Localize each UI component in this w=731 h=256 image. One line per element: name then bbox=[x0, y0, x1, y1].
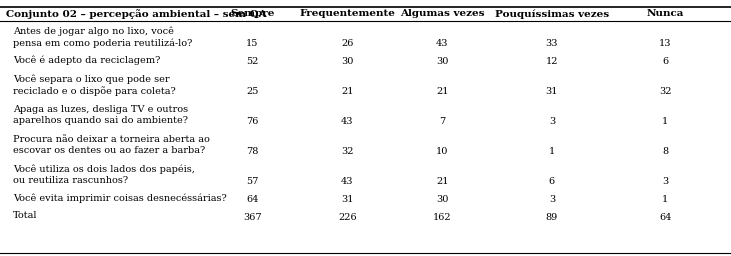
Text: 21: 21 bbox=[436, 87, 449, 96]
Text: Nunca: Nunca bbox=[646, 9, 684, 18]
Text: Pouquíssimas vezes: Pouquíssimas vezes bbox=[495, 9, 609, 19]
Text: 8: 8 bbox=[662, 147, 668, 156]
Text: 78: 78 bbox=[246, 147, 258, 156]
Text: 15: 15 bbox=[246, 39, 258, 48]
Text: reciclado e o dispõe para coleta?: reciclado e o dispõe para coleta? bbox=[13, 86, 176, 96]
Text: 43: 43 bbox=[341, 177, 354, 186]
Text: Você separa o lixo que pode ser: Você separa o lixo que pode ser bbox=[13, 75, 170, 84]
Text: Algumas vezes: Algumas vezes bbox=[400, 9, 485, 18]
Text: Você evita imprimir coisas desnecéssárias?: Você evita imprimir coisas desnecéssária… bbox=[13, 193, 227, 203]
Text: Você é adepto da reciclagem?: Você é adepto da reciclagem? bbox=[13, 55, 161, 65]
Text: 76: 76 bbox=[246, 117, 258, 126]
Text: 162: 162 bbox=[433, 212, 452, 221]
Text: 3: 3 bbox=[662, 177, 668, 186]
Text: 367: 367 bbox=[243, 212, 262, 221]
Text: 10: 10 bbox=[436, 147, 448, 156]
Text: Antes de jogar algo no lixo, você: Antes de jogar algo no lixo, você bbox=[13, 27, 174, 37]
Text: 12: 12 bbox=[545, 57, 558, 66]
Text: Apaga as luzes, desliga TV e outros: Apaga as luzes, desliga TV e outros bbox=[13, 105, 189, 114]
Text: 43: 43 bbox=[436, 39, 449, 48]
Text: 26: 26 bbox=[341, 39, 353, 48]
Text: 33: 33 bbox=[545, 39, 558, 48]
Text: Sempre: Sempre bbox=[230, 9, 274, 18]
Text: 6: 6 bbox=[549, 177, 555, 186]
Text: 1: 1 bbox=[662, 117, 668, 126]
Text: 64: 64 bbox=[246, 195, 258, 204]
Text: 52: 52 bbox=[246, 57, 258, 66]
Text: 31: 31 bbox=[341, 195, 354, 204]
Text: Você utiliza os dois lados dos papéis,: Você utiliza os dois lados dos papéis, bbox=[13, 165, 195, 175]
Text: 89: 89 bbox=[546, 212, 558, 221]
Text: aparelhos quando sai do ambiente?: aparelhos quando sai do ambiente? bbox=[13, 116, 188, 125]
Text: 6: 6 bbox=[662, 57, 668, 66]
Text: pensa em como poderia reutilizá-lo?: pensa em como poderia reutilizá-lo? bbox=[13, 38, 192, 48]
Text: 30: 30 bbox=[436, 57, 448, 66]
Text: 21: 21 bbox=[341, 87, 354, 96]
Text: 31: 31 bbox=[545, 87, 558, 96]
Text: Frequentemente: Frequentemente bbox=[299, 9, 395, 18]
Text: 7: 7 bbox=[439, 117, 445, 126]
Text: 25: 25 bbox=[246, 87, 258, 96]
Text: Conjunto 02 – percepção ambiental – sem QA: Conjunto 02 – percepção ambiental – sem … bbox=[6, 9, 267, 19]
Text: Total: Total bbox=[13, 211, 38, 220]
Text: Procura não deixar a torneira aberta ao: Procura não deixar a torneira aberta ao bbox=[13, 135, 210, 144]
Text: escovar os dentes ou ao fazer a barba?: escovar os dentes ou ao fazer a barba? bbox=[13, 146, 205, 155]
Text: 30: 30 bbox=[436, 195, 448, 204]
Text: 64: 64 bbox=[659, 212, 671, 221]
Text: 43: 43 bbox=[341, 117, 354, 126]
Text: 13: 13 bbox=[659, 39, 672, 48]
Text: 32: 32 bbox=[341, 147, 354, 156]
Text: 226: 226 bbox=[338, 212, 357, 221]
Text: ou reutiliza rascunhos?: ou reutiliza rascunhos? bbox=[13, 176, 128, 185]
Text: 1: 1 bbox=[662, 195, 668, 204]
Text: 3: 3 bbox=[549, 195, 555, 204]
Text: 57: 57 bbox=[246, 177, 258, 186]
Text: 1: 1 bbox=[549, 147, 555, 156]
Text: 21: 21 bbox=[436, 177, 449, 186]
Text: 32: 32 bbox=[659, 87, 672, 96]
Text: 3: 3 bbox=[549, 117, 555, 126]
Text: 30: 30 bbox=[341, 57, 353, 66]
